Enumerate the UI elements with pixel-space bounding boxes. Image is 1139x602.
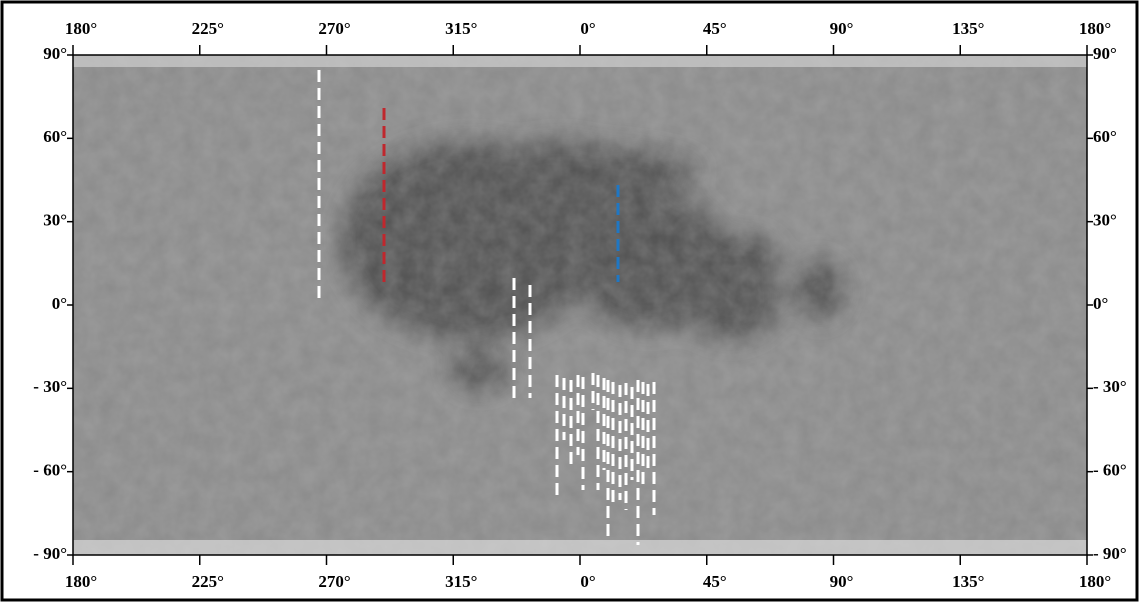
lon-label-bottom: 225° (192, 572, 224, 591)
lon-label-top: 45° (703, 19, 727, 38)
lat-label-left: - 30° (33, 377, 67, 396)
lon-label-top: 180° (65, 19, 97, 38)
lat-label-right: - 60° (1093, 461, 1127, 480)
lat-label-right: - 30° (1093, 377, 1127, 396)
lat-label-left: 0° (52, 294, 67, 313)
lat-label-left: 30° (43, 211, 67, 230)
moon-map (73, 55, 1087, 555)
lon-label-top: 225° (192, 19, 224, 38)
lat-label-left: - 90° (33, 544, 67, 563)
lat-label-right: 60° (1093, 127, 1117, 146)
lon-label-top: 0° (580, 19, 595, 38)
lat-label-right: - 90° (1093, 544, 1127, 563)
lon-label-bottom: 90° (830, 572, 854, 591)
lon-label-top: 180° (1079, 19, 1111, 38)
map-figure: 180° 225° 270° 315° 0° 45° 90° 135° 180° 180° 225°… (0, 0, 1139, 602)
lat-label-left: 90° (43, 44, 67, 63)
lon-label-top: 90° (830, 19, 854, 38)
lon-label-top: 315° (445, 19, 477, 38)
lat-label-left: - 60° (33, 461, 67, 480)
lon-label-bottom: 45° (703, 572, 727, 591)
lon-label-bottom: 0° (580, 572, 595, 591)
lon-label-bottom: 315° (445, 572, 477, 591)
lat-label-right: 0° (1093, 294, 1108, 313)
lon-label-bottom: 270° (318, 572, 350, 591)
lon-label-bottom: 180° (1079, 572, 1111, 591)
lat-label-left: 60° (43, 127, 67, 146)
lat-label-right: 30° (1093, 211, 1117, 230)
lon-label-top: 270° (318, 19, 350, 38)
lon-label-bottom: 135° (952, 572, 984, 591)
lon-label-top: 135° (952, 19, 984, 38)
lon-label-bottom: 180° (65, 572, 97, 591)
lat-label-right: 90° (1093, 44, 1117, 63)
